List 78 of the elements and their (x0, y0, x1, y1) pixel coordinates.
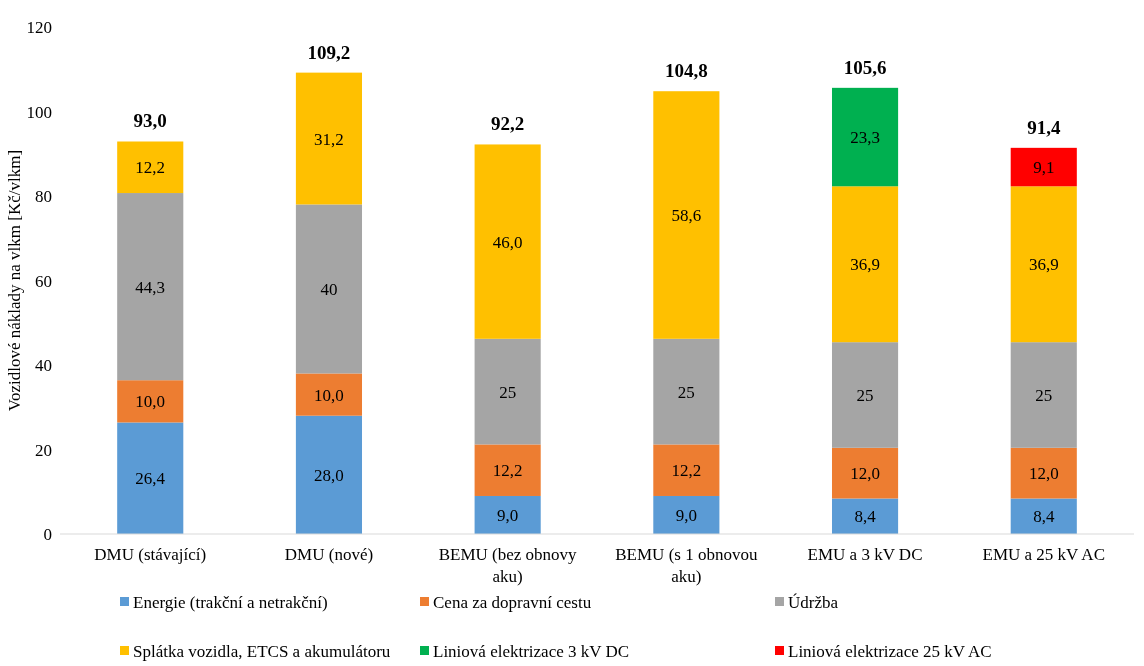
data-label: 10,0 (135, 392, 166, 412)
legend-label: Energie (trakční a netrakční) (133, 593, 328, 612)
legend-label: Cena za dopravní cestu (433, 593, 592, 612)
bar (295, 204, 363, 374)
y-axis-title: Vozidlové náklady na vlkm [Kč/vlkm] (5, 149, 24, 412)
x-tick-label: DMU (stávající) (94, 545, 207, 564)
bar (831, 87, 899, 187)
data-label: 25 (1035, 386, 1053, 405)
bar (474, 338, 541, 445)
total-label: 104,8 (664, 60, 708, 82)
data-label: 12,0 (850, 464, 880, 484)
data-label: 25 (677, 382, 695, 402)
data-label: 36,9 (1028, 255, 1059, 275)
data-label: 46,0 (492, 232, 523, 252)
data-label: 8,4 (1033, 507, 1055, 527)
legend-label: Splátka vozidla, ETCS a akumulátoru (133, 642, 391, 661)
bar (474, 144, 541, 339)
x-tick-label: EMU a 3 kV DC (807, 545, 923, 564)
data-label: 31,2 (314, 129, 344, 149)
data-label: 25 (856, 386, 874, 405)
bar (295, 72, 363, 205)
data-label: 12,2 (135, 158, 166, 178)
data-label: 23,3 (850, 128, 880, 148)
data-label: 44,3 (135, 277, 166, 297)
bar (1010, 498, 1077, 534)
y-tick-label: 120 (26, 18, 52, 37)
bar (474, 495, 541, 534)
data-label: 12,2 (492, 461, 523, 481)
data-label: 28,0 (314, 465, 344, 485)
data-label: 36,9 (850, 255, 880, 275)
legend-label: Liniová elektrizace 25 kV AC (788, 642, 992, 661)
total-label: 92,2 (491, 113, 525, 135)
total-label: 105,6 (843, 56, 887, 78)
legend-label: Údržba (788, 593, 839, 612)
bar (1010, 342, 1077, 448)
data-label: 12,0 (1028, 464, 1059, 484)
data-label: 40 (320, 279, 338, 299)
y-tick-label: 60 (35, 271, 52, 291)
bar (653, 444, 720, 496)
x-tick-label: BEMU (bez obnovy aku) (438, 545, 578, 586)
x-tick-label: DMU (nové) (284, 545, 374, 564)
bar (117, 422, 184, 534)
total-label: 93,0 (133, 110, 167, 132)
bar (831, 186, 899, 343)
bar (295, 415, 363, 534)
bar (831, 498, 899, 534)
bar (117, 380, 184, 423)
y-tick-label: 100 (26, 102, 52, 122)
data-label: 26,4 (135, 469, 166, 489)
data-label: 12,2 (671, 461, 702, 481)
bar (1010, 147, 1077, 187)
bar (1010, 447, 1077, 499)
bar (295, 373, 363, 416)
bar (1010, 186, 1077, 343)
bar (117, 141, 184, 194)
bar (653, 495, 720, 534)
legend-label: Liniová elektrizace 3 kV DC (433, 642, 630, 661)
bar (831, 447, 899, 499)
data-label: 58,6 (671, 206, 702, 226)
bar (117, 193, 184, 381)
bar (474, 444, 541, 496)
y-tick-label: 40 (35, 356, 52, 375)
data-label: 8,4 (854, 507, 877, 527)
y-tick-label: 0 (43, 525, 52, 544)
data-label: 25 (499, 382, 517, 402)
bar (653, 91, 720, 339)
bar (653, 338, 720, 445)
data-label: 9,1 (1033, 158, 1055, 178)
y-tick-label: 20 (35, 440, 52, 460)
total-label: 91,4 (1027, 116, 1061, 138)
y-tick-label: 80 (35, 187, 52, 206)
total-label: 109,2 (307, 41, 351, 63)
bar (831, 342, 899, 448)
data-label: 9,0 (675, 505, 697, 525)
data-label: 10,0 (314, 385, 344, 405)
x-tick-label: BEMU (s 1 obnovou aku) (615, 545, 758, 586)
x-tick-label: EMU a 25 kV AC (982, 545, 1105, 564)
data-label: 9,0 (497, 505, 519, 525)
